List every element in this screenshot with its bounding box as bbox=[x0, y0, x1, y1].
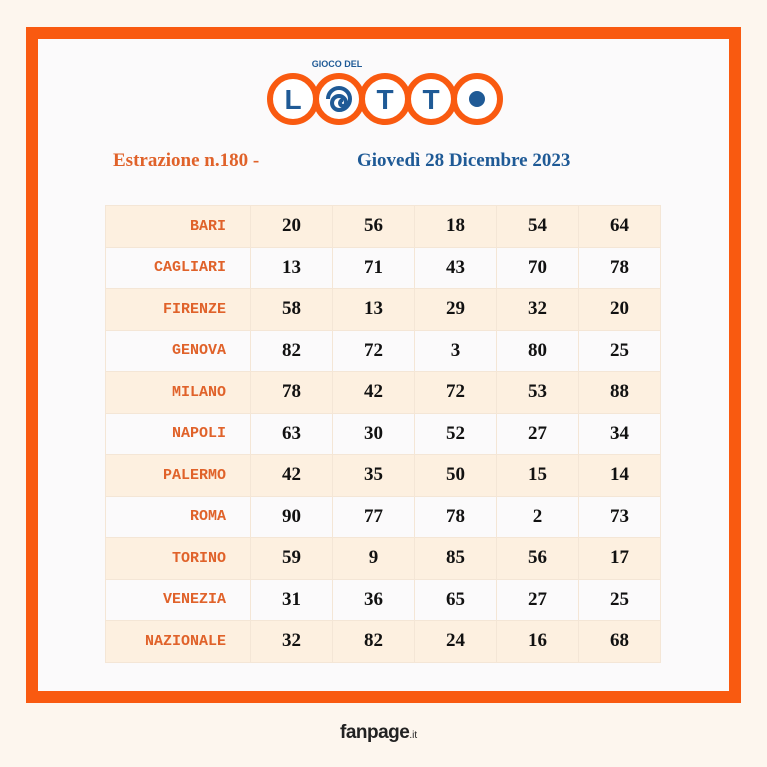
drawn-number: 77 bbox=[332, 495, 415, 538]
wheel-name: ROMA bbox=[105, 495, 251, 538]
drawn-number: 2 bbox=[496, 495, 579, 538]
drawn-number: 20 bbox=[250, 205, 333, 248]
logo-spiral bbox=[326, 86, 352, 113]
drawn-number: 50 bbox=[414, 454, 497, 497]
table-row: VENEZIA 31 36 65 27 25 bbox=[105, 578, 661, 621]
logo-letter: T bbox=[376, 84, 393, 115]
logo-top: GIOCO DEL bbox=[312, 59, 363, 69]
wheel-name: TORINO bbox=[105, 537, 251, 580]
table-row: NAZIONALE 32 82 24 16 68 bbox=[105, 620, 661, 663]
drawn-number: 56 bbox=[332, 205, 415, 248]
drawn-number: 30 bbox=[332, 412, 415, 455]
logo-letter: L bbox=[284, 84, 301, 115]
wheel-name: VENEZIA bbox=[105, 578, 251, 621]
drawn-number: 9 bbox=[332, 537, 415, 580]
drawn-number: 29 bbox=[414, 288, 497, 331]
table-row: GENOVA 82 72 3 80 25 bbox=[105, 329, 661, 372]
drawn-number: 65 bbox=[414, 578, 497, 621]
drawn-number: 14 bbox=[578, 454, 661, 497]
drawn-number: 88 bbox=[578, 371, 661, 414]
drawn-number: 52 bbox=[414, 412, 497, 455]
drawn-number: 53 bbox=[496, 371, 579, 414]
drawn-number: 17 bbox=[578, 537, 661, 580]
logo-dot bbox=[469, 91, 485, 107]
drawn-number: 72 bbox=[414, 371, 497, 414]
drawn-number: 3 bbox=[414, 329, 497, 372]
table-row: ROMA 90 77 78 2 73 bbox=[105, 495, 661, 538]
drawn-number: 70 bbox=[496, 246, 579, 289]
drawn-number: 78 bbox=[578, 246, 661, 289]
drawn-number: 32 bbox=[250, 620, 333, 663]
drawn-number: 43 bbox=[414, 246, 497, 289]
results-table: BARI 20 56 18 54 64 CAGLIARI 13 71 43 70 78 FIRENZE 5… bbox=[105, 205, 661, 663]
drawn-number: 20 bbox=[578, 288, 661, 331]
drawn-number: 42 bbox=[332, 371, 415, 414]
drawn-number: 68 bbox=[578, 620, 661, 663]
drawn-number: 78 bbox=[414, 495, 497, 538]
drawn-number: 82 bbox=[332, 620, 415, 663]
drawn-number: 16 bbox=[496, 620, 579, 663]
draw-number: Estrazione n.180 - bbox=[113, 150, 260, 171]
table-row: FIRENZE 58 13 29 32 20 bbox=[105, 288, 661, 331]
wheel-name: NAPOLI bbox=[105, 412, 251, 455]
brand-suffix: .it bbox=[409, 730, 418, 741]
drawn-number: 64 bbox=[578, 205, 661, 248]
drawn-number: 42 bbox=[250, 454, 333, 497]
logo: GIOCO DEL L T T bbox=[267, 59, 503, 125]
footer: fanpage.it bbox=[340, 722, 417, 744]
drawn-number: 56 bbox=[496, 537, 579, 580]
table-row: MILANO 78 42 72 53 88 bbox=[105, 371, 661, 414]
drawn-number: 25 bbox=[578, 329, 661, 372]
brand: fanpage bbox=[340, 722, 410, 743]
wheel-name: FIRENZE bbox=[105, 288, 251, 331]
table-row: NAPOLI 63 30 52 27 34 bbox=[105, 412, 661, 455]
logo-letter: T bbox=[422, 84, 439, 115]
drawn-number: 72 bbox=[332, 329, 415, 372]
table-row: PALERMO 42 35 50 15 14 bbox=[105, 454, 661, 497]
table-row: CAGLIARI 13 71 43 70 78 bbox=[105, 246, 661, 289]
drawn-number: 82 bbox=[250, 329, 333, 372]
table-row: BARI 20 56 18 54 64 bbox=[105, 205, 661, 248]
table-row: TORINO 59 9 85 56 17 bbox=[105, 537, 661, 580]
drawn-number: 63 bbox=[250, 412, 333, 455]
logo-ring bbox=[313, 73, 365, 125]
drawn-number: 35 bbox=[332, 454, 415, 497]
drawn-number: 90 bbox=[250, 495, 333, 538]
wheel-name: MILANO bbox=[105, 371, 251, 414]
wheel-name: BARI bbox=[105, 205, 251, 248]
drawn-number: 54 bbox=[496, 205, 579, 248]
drawn-number: 85 bbox=[414, 537, 497, 580]
wheel-name: GENOVA bbox=[105, 329, 251, 372]
drawn-number: 25 bbox=[578, 578, 661, 621]
drawn-number: 13 bbox=[332, 288, 415, 331]
drawn-number: 13 bbox=[250, 246, 333, 289]
wheel-name: NAZIONALE bbox=[105, 620, 251, 663]
draw-date: Giovedì 28 Dicembre 2023 bbox=[357, 150, 571, 171]
drawn-number: 15 bbox=[496, 454, 579, 497]
drawn-number: 34 bbox=[578, 412, 661, 455]
drawn-number: 80 bbox=[496, 329, 579, 372]
drawn-number: 24 bbox=[414, 620, 497, 663]
wheel-name: PALERMO bbox=[105, 454, 251, 497]
drawn-number: 27 bbox=[496, 412, 579, 455]
drawn-number: 32 bbox=[496, 288, 579, 331]
drawn-number: 78 bbox=[250, 371, 333, 414]
drawn-number: 18 bbox=[414, 205, 497, 248]
drawn-number: 36 bbox=[332, 578, 415, 621]
drawn-number: 59 bbox=[250, 537, 333, 580]
drawn-number: 58 bbox=[250, 288, 333, 331]
drawn-number: 73 bbox=[578, 495, 661, 538]
drawn-number: 31 bbox=[250, 578, 333, 621]
drawn-number: 71 bbox=[332, 246, 415, 289]
wheel-name: CAGLIARI bbox=[105, 246, 251, 289]
drawn-number: 27 bbox=[496, 578, 579, 621]
